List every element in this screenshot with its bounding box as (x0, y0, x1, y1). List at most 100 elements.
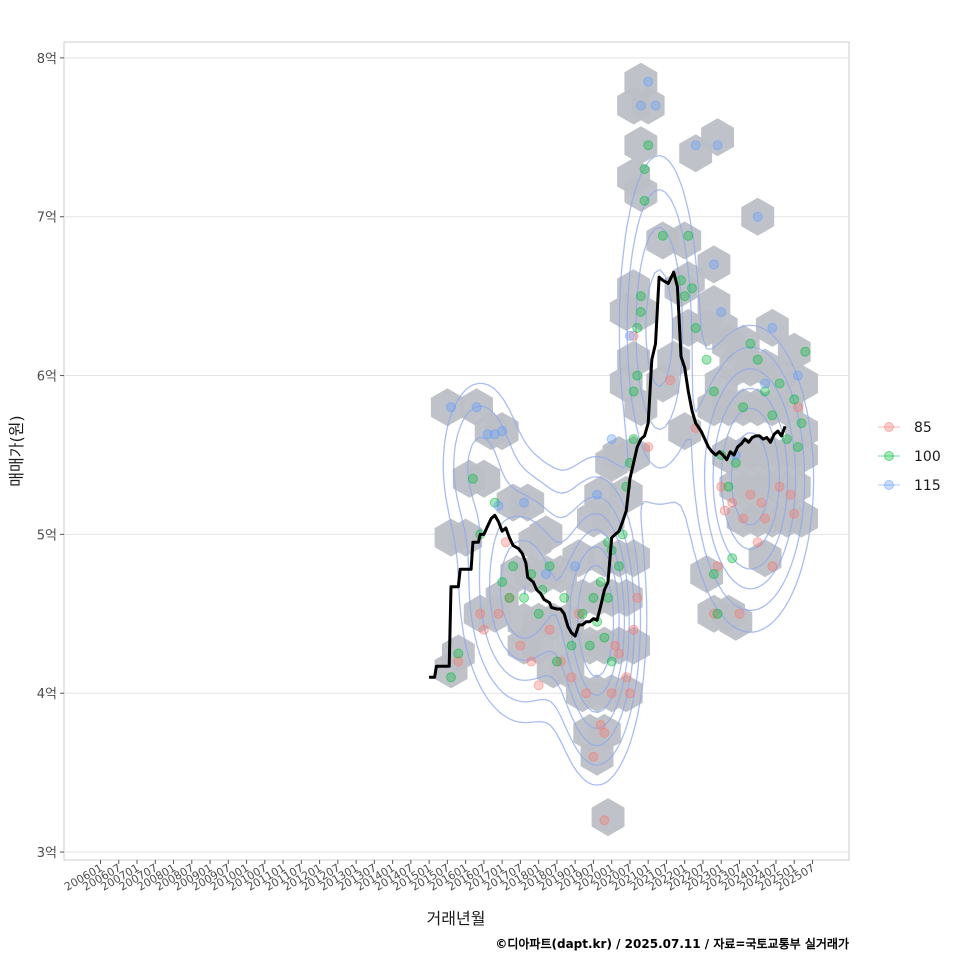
point-100 (508, 561, 519, 572)
point-100 (789, 394, 800, 405)
point-100 (497, 577, 508, 587)
point-85 (738, 513, 749, 524)
point-85 (785, 489, 796, 500)
hex-bin (668, 221, 702, 260)
point-100 (628, 434, 639, 445)
point-85 (566, 672, 577, 683)
hex-bin (434, 650, 468, 689)
point-85 (526, 656, 537, 667)
point-100 (708, 386, 719, 397)
point-85 (789, 508, 800, 519)
legend-key-point (884, 451, 894, 461)
point-115 (716, 307, 727, 317)
point-100 (712, 608, 723, 619)
point-85 (621, 672, 632, 683)
point-85 (716, 481, 727, 492)
caption: ©디아파트(dapt.kr) / 2025.07.11 / 자료=국토교통부 실… (495, 936, 849, 951)
hex-bin (617, 340, 650, 379)
point-100 (701, 354, 712, 365)
point-85 (792, 402, 803, 413)
point-85 (533, 680, 544, 691)
y-tick-label: 7억 (37, 211, 57, 226)
legend: 85 100 115 (878, 420, 941, 494)
point-100 (767, 410, 778, 421)
hex-bin (748, 348, 782, 387)
hex-bin (511, 483, 545, 522)
point-115 (446, 402, 456, 413)
hex-bin (617, 269, 650, 308)
hex-bin (741, 197, 775, 236)
point-100 (657, 230, 668, 241)
point-85 (756, 497, 767, 508)
y-tick-label: 4억 (37, 687, 57, 702)
point-100 (577, 608, 588, 619)
hex-bin (697, 245, 731, 284)
point-100 (683, 230, 694, 241)
point-85 (606, 688, 617, 699)
point-115 (792, 370, 803, 381)
point-100 (745, 338, 756, 349)
point-100 (533, 608, 544, 619)
point-85 (719, 505, 730, 516)
density-contour (488, 269, 789, 730)
hex-bin (595, 443, 629, 482)
point-100 (632, 370, 643, 381)
point-115 (690, 140, 701, 151)
point-115 (471, 402, 482, 413)
point-100 (446, 672, 456, 683)
y-tick-label: 6억 (37, 370, 57, 385)
point-85 (614, 648, 624, 659)
density-contour (442, 154, 815, 786)
legend-key-point (884, 480, 894, 490)
legend-label: 115 (914, 478, 941, 494)
point-100 (781, 434, 792, 445)
point-115 (650, 100, 661, 111)
point-100 (603, 592, 613, 603)
point-85 (632, 592, 643, 603)
point-115 (643, 76, 654, 87)
point-85 (610, 640, 621, 651)
point-100 (504, 592, 515, 603)
point-115 (592, 489, 603, 500)
hex-bin (580, 737, 614, 776)
point-85 (515, 640, 526, 651)
point-100 (687, 283, 697, 294)
point-85 (599, 727, 610, 738)
point-85 (599, 815, 610, 826)
x-axis-ticks: 2006012006072007012007072008012008072009… (62, 860, 817, 894)
y-axis-title: 매매가(원) (7, 415, 26, 486)
point-85 (774, 481, 785, 492)
point-100 (760, 386, 770, 397)
point-100 (584, 640, 595, 651)
point-100 (617, 529, 628, 540)
density-contours (442, 154, 815, 786)
point-100 (606, 656, 617, 667)
point-85 (478, 624, 489, 635)
point-100 (643, 140, 654, 151)
point-85 (453, 656, 464, 667)
hex-bin (668, 412, 702, 451)
point-85 (734, 608, 745, 619)
hex-bin (485, 412, 519, 451)
point-85 (581, 688, 592, 699)
point-85 (712, 561, 723, 572)
hex-bin (701, 118, 734, 157)
y-axis-ticks: 3억 4억 5억 6억 7억 8억 (37, 52, 64, 861)
point-100 (635, 307, 646, 317)
point-115 (635, 100, 646, 111)
point-115 (541, 569, 551, 580)
point-100 (559, 592, 570, 603)
trend-line-layer (429, 270, 787, 679)
point-100 (467, 473, 478, 484)
point-115 (712, 140, 723, 151)
hex-bin (624, 126, 658, 165)
point-115 (760, 378, 770, 389)
point-85 (708, 608, 719, 619)
point-100 (595, 577, 606, 587)
point-115 (497, 426, 508, 437)
y-tick-label: 8억 (37, 52, 57, 67)
point-100 (690, 322, 701, 333)
point-115 (606, 434, 617, 445)
trend-line (429, 270, 787, 679)
point-115 (570, 561, 581, 572)
